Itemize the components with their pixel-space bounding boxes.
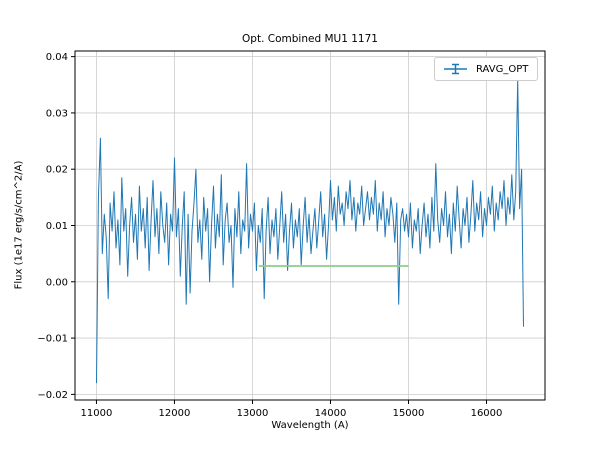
y-axis-label: Flux (1e17 erg/s/cm^2/A) [13,160,25,290]
y-tick-label: 0.04 [46,52,68,63]
x-tick-label: 16000 [471,408,503,419]
y-tick-label: 0.00 [46,277,68,288]
y-tick-label: 0.03 [46,108,68,119]
y-tick-label: −0.01 [37,334,68,345]
x-tick-label: 15000 [393,408,425,419]
legend: RAVG_OPT [434,57,539,81]
x-tick-label: 13000 [237,408,269,419]
y-tick-label: 0.01 [46,221,68,232]
x-tick-label: 14000 [315,408,347,419]
chart-title: Opt. Combined MU1 1171 [242,33,378,45]
x-tick-label: 12000 [159,408,191,419]
y-tick-label: −0.02 [37,390,68,401]
x-axis-label: Wavelength (A) [271,420,349,431]
spectrum-line [96,78,524,384]
x-tick-label: 11000 [81,408,113,419]
errorbar-legend-sample-icon [444,63,467,75]
legend-label: RAVG_OPT [476,63,529,75]
y-tick-label: 0.02 [46,165,68,176]
